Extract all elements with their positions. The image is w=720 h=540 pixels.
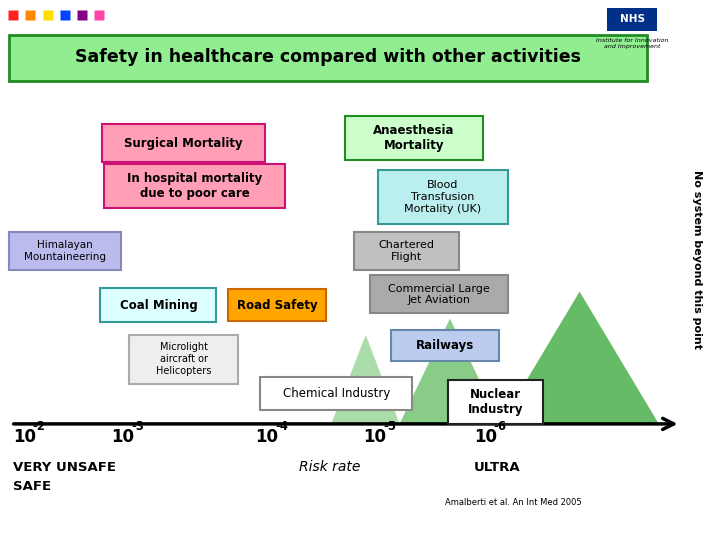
Text: Road Safety: Road Safety (237, 299, 318, 312)
Polygon shape (500, 292, 659, 424)
Text: Commercial Large
Jet Aviation: Commercial Large Jet Aviation (388, 284, 490, 305)
Text: VERY UNSAFE: VERY UNSAFE (13, 461, 116, 474)
Text: Blood
Transfusion
Mortality (UK): Blood Transfusion Mortality (UK) (404, 180, 482, 214)
FancyBboxPatch shape (104, 164, 285, 208)
FancyBboxPatch shape (130, 334, 238, 383)
Text: -4: -4 (275, 420, 288, 433)
Polygon shape (331, 335, 400, 424)
Text: Chartered
Flight: Chartered Flight (379, 240, 435, 262)
Text: Surgical Mortality: Surgical Mortality (125, 137, 243, 150)
Text: ULTRA: ULTRA (474, 461, 521, 474)
Text: Chemical Industry: Chemical Industry (282, 387, 390, 400)
FancyBboxPatch shape (228, 289, 326, 321)
Text: Railways: Railways (416, 339, 474, 352)
FancyBboxPatch shape (345, 116, 482, 160)
Text: 10: 10 (256, 428, 279, 445)
Text: 10: 10 (474, 428, 497, 445)
Text: Microlight
aircraft or
Helicopters: Microlight aircraft or Helicopters (156, 342, 211, 376)
FancyBboxPatch shape (390, 330, 500, 361)
Text: NHS: NHS (620, 15, 644, 24)
Text: -2: -2 (32, 420, 45, 433)
Text: Institute for Innovation
and Improvement: Institute for Innovation and Improvement (596, 38, 668, 49)
Text: No system beyond this point: No system beyond this point (692, 170, 702, 349)
Text: Safety in healthcare compared with other activities: Safety in healthcare compared with other… (75, 48, 580, 66)
Text: 10: 10 (364, 428, 387, 445)
Text: Himalayan
Mountaineering: Himalayan Mountaineering (24, 240, 106, 262)
Text: 10: 10 (112, 428, 135, 445)
Text: -3: -3 (131, 420, 144, 433)
Text: In hospital mortality
due to poor care: In hospital mortality due to poor care (127, 172, 262, 200)
Text: 10: 10 (13, 428, 36, 445)
FancyBboxPatch shape (448, 380, 543, 424)
Text: -5: -5 (383, 420, 396, 433)
Text: Coal Mining: Coal Mining (120, 299, 197, 312)
FancyBboxPatch shape (370, 275, 508, 313)
FancyBboxPatch shape (607, 8, 657, 31)
Text: Anaesthesia
Mortality: Anaesthesia Mortality (373, 124, 455, 152)
FancyBboxPatch shape (261, 377, 412, 409)
FancyBboxPatch shape (102, 124, 265, 162)
Polygon shape (400, 319, 500, 424)
Text: SAFE: SAFE (13, 480, 51, 492)
FancyBboxPatch shape (9, 35, 647, 81)
Text: Risk rate: Risk rate (299, 460, 360, 474)
FancyBboxPatch shape (101, 288, 216, 322)
Text: Nuclear
Industry: Nuclear Industry (467, 388, 523, 416)
FancyBboxPatch shape (354, 232, 459, 270)
Text: -6: -6 (493, 420, 506, 433)
Text: Amalberti et al. An Int Med 2005: Amalberti et al. An Int Med 2005 (445, 498, 582, 507)
FancyBboxPatch shape (9, 232, 121, 270)
FancyBboxPatch shape (377, 170, 508, 225)
